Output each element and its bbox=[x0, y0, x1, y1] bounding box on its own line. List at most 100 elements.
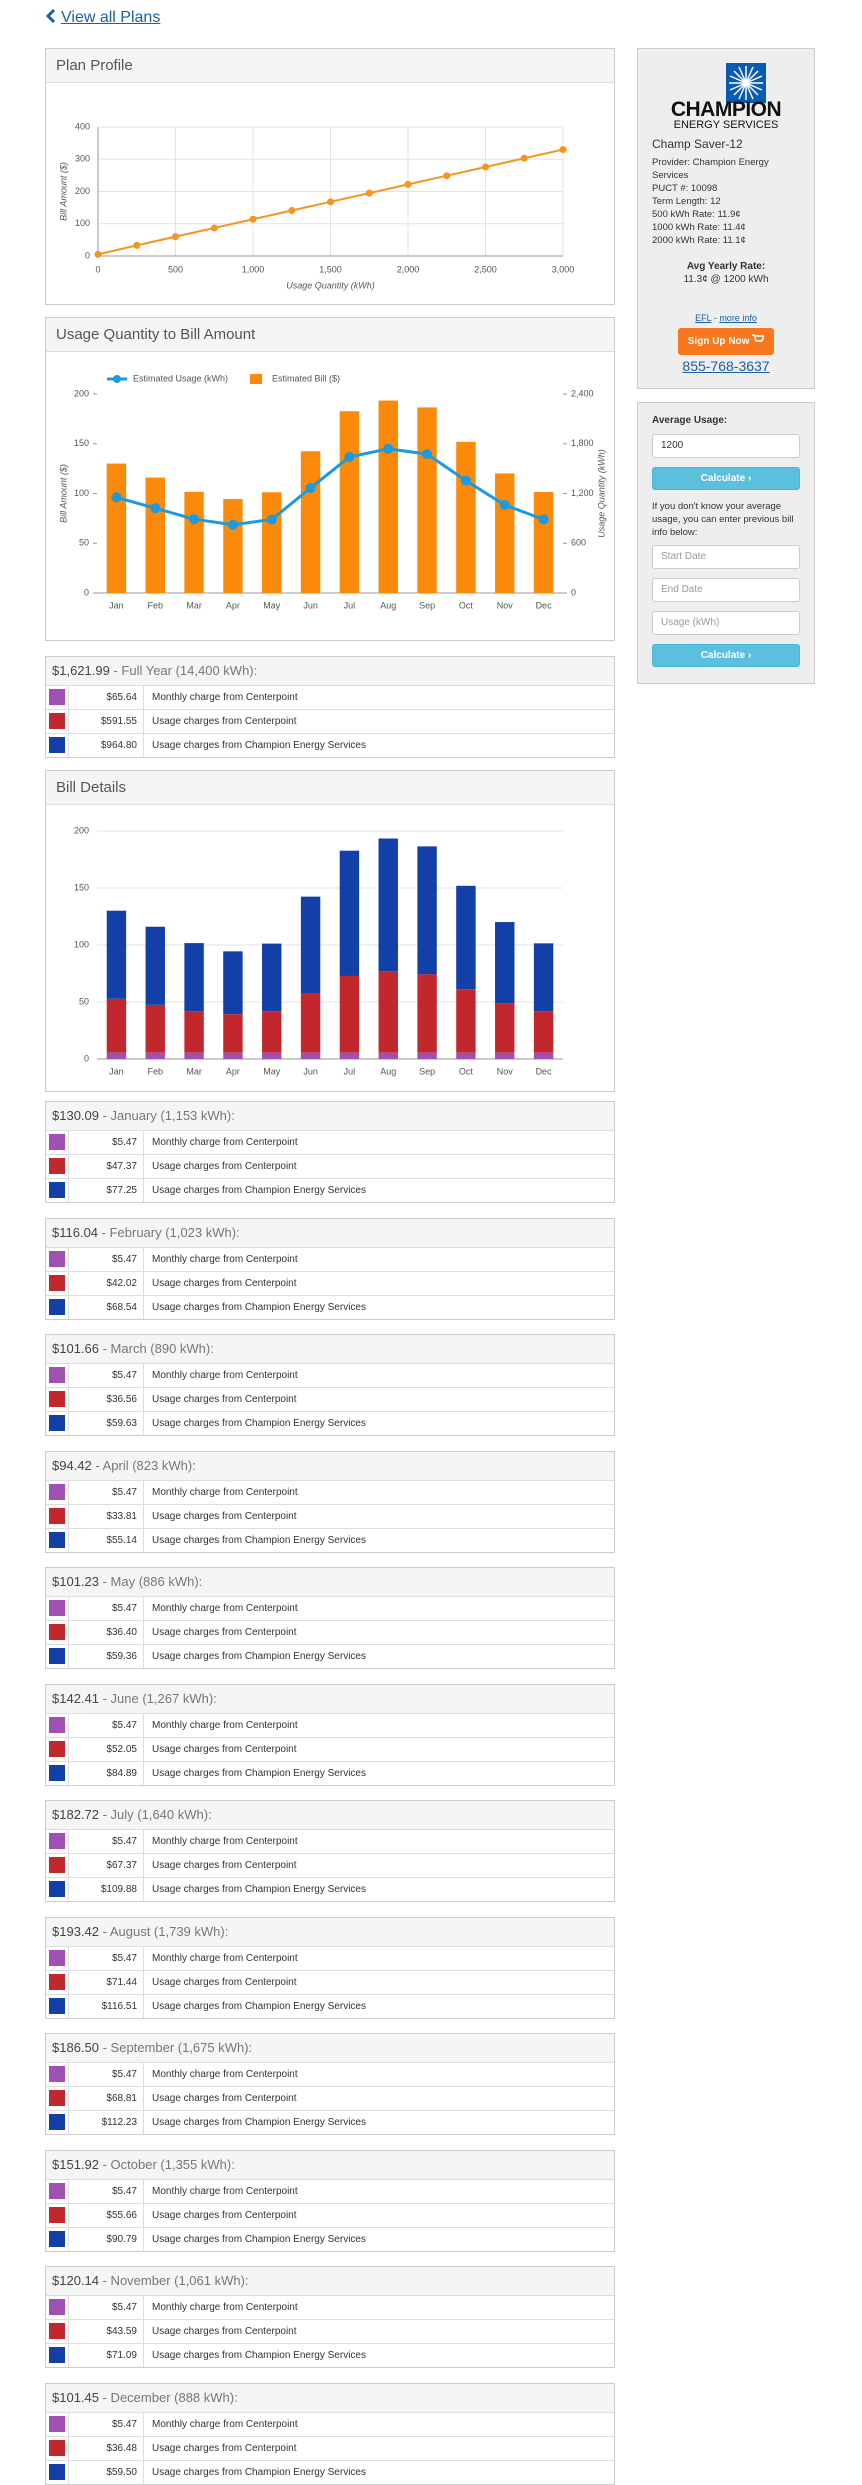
amount: $5.47 bbox=[69, 1247, 144, 1271]
bar-segment bbox=[184, 943, 204, 1012]
amount: $116.51 bbox=[69, 1994, 144, 2018]
plan-profile-panel: Plan Profile 0 100 200 300 400 0 500 1,000 1,500… bbox=[45, 48, 615, 305]
swatch-cell bbox=[46, 1597, 69, 1620]
swatch bbox=[49, 1740, 65, 1757]
amount: $5.47 bbox=[69, 1131, 144, 1154]
description: Monthly charge from Centerpoint bbox=[152, 1137, 298, 1148]
point bbox=[327, 198, 334, 206]
amount: $5.47 bbox=[69, 2179, 144, 2203]
swatch-cell bbox=[46, 686, 69, 709]
bar-segment bbox=[533, 1052, 554, 1059]
efl-link[interactable]: EFL bbox=[695, 313, 712, 323]
bill-table: $1,621.99 - Full Year (14,400 kWh): $65.6… bbox=[45, 656, 615, 758]
bar-segment bbox=[533, 1011, 554, 1053]
bill-row: $5.47 Monthly charge from Centerpoint bbox=[46, 2178, 614, 2203]
swatch-cell bbox=[46, 710, 69, 733]
plan-detail: 2000 kWh Rate: 11.1¢ bbox=[652, 235, 746, 246]
bill-table: $186.50 - September (1,675 kWh): $5.47 Mon… bbox=[45, 2033, 615, 2135]
chevron-icon bbox=[45, 8, 56, 24]
bill-total: $1,621.99 bbox=[52, 663, 110, 678]
bill-row: $964.80 Usage charges from Champion Energ… bbox=[46, 733, 614, 757]
bill-label: - June (1,267 kWh): bbox=[99, 1690, 217, 1706]
bill-header: $94.42 - April (823 kWh): bbox=[46, 1451, 614, 1480]
calculate-button[interactable]: Calculate › bbox=[652, 644, 800, 667]
bill-label: - November (1,061 kWh): bbox=[99, 2273, 249, 2288]
description: Usage charges from Centerpoint bbox=[152, 2093, 297, 2104]
bill-label: - October (1,355 kWh): bbox=[99, 2156, 235, 2172]
bar-segment bbox=[184, 1052, 204, 1059]
bill-total: $193.42 bbox=[52, 1923, 99, 1939]
usage-panel: Usage Quantity to Bill Amount 0 50 100 150 2… bbox=[45, 317, 615, 641]
x-tick-label: Jan bbox=[109, 600, 124, 610]
amount: $5.47 bbox=[69, 2063, 144, 2086]
swatch bbox=[49, 1997, 65, 2014]
y-tick-label: 100 bbox=[74, 488, 89, 498]
usage-kwh-input[interactable]: Usage (kWh) bbox=[652, 611, 800, 635]
amount: $5.47 bbox=[69, 2412, 144, 2436]
chart: 0 100 200 300 400 0 500 1,000 1,500 2,000 2,500 3,0… bbox=[58, 121, 574, 290]
description: Usage charges from Centerpoint bbox=[152, 716, 297, 727]
amount: $36.48 bbox=[69, 2436, 144, 2460]
bill-total: $186.50 bbox=[52, 2040, 99, 2055]
swatch bbox=[49, 1298, 65, 1315]
usage-input[interactable]: 1200 bbox=[652, 434, 800, 458]
bill-label: - December (888 kWh): bbox=[99, 2389, 238, 2405]
cart-icon bbox=[752, 334, 766, 342]
x-tick-label: Sep bbox=[419, 1066, 435, 1076]
description: Usage charges from Champion Energy Servi… bbox=[152, 1767, 366, 1779]
bill-label: - January (1,153 kWh): bbox=[99, 1108, 235, 1123]
bar bbox=[145, 477, 165, 593]
bill-header: $1,621.99 - Full Year (14,400 kWh): bbox=[46, 657, 614, 685]
swatch-cell bbox=[46, 1179, 69, 1202]
bill-table: $130.09 - January (1,153 kWh): $5.47 Month… bbox=[45, 1101, 615, 1203]
phone-link[interactable]: 855-768-3637 bbox=[682, 358, 770, 374]
description: Usage charges from Champion Energy Servi… bbox=[152, 2350, 366, 2361]
bill-label: - Full Year (14,400 kWh): bbox=[109, 663, 258, 678]
amount: $964.80 bbox=[69, 734, 144, 757]
description: Monthly charge from Centerpoint bbox=[152, 1370, 298, 1381]
logo-name: CHAMPION bbox=[670, 98, 782, 121]
bill-row: $67.37 Usage charges from Centerpoint bbox=[46, 1853, 614, 1877]
swatch-cell bbox=[46, 1480, 69, 1504]
more-info-link[interactable]: more info bbox=[719, 313, 757, 323]
point bbox=[133, 241, 141, 249]
description: Usage charges from Champion Energy Servi… bbox=[152, 1884, 366, 1895]
point bbox=[344, 452, 355, 463]
point bbox=[559, 146, 567, 154]
bar-segment bbox=[339, 850, 360, 976]
bill-label: - July (1,640 kWh): bbox=[99, 1807, 212, 1822]
swatch-cell bbox=[46, 1388, 69, 1411]
bill-table: $101.23 - May (886 kWh): $5.47 Monthly cha… bbox=[45, 1567, 615, 1669]
bill-row: $5.47 Monthly charge from Centerpoint bbox=[46, 1596, 614, 1620]
description: Usage charges from Champion Energy Servi… bbox=[152, 2466, 366, 2478]
amount: $67.37 bbox=[69, 1854, 144, 1877]
calculate-button[interactable]: Calculate › bbox=[652, 467, 800, 490]
amount: $71.44 bbox=[69, 1970, 144, 1994]
bill-header: $151.92 - October (1,355 kWh): bbox=[46, 2150, 614, 2179]
chart: 0 50 100 150 200 Jan Feb Mar Apr May Jun Jul Aug Sep O… bbox=[74, 825, 563, 1076]
swatch bbox=[49, 737, 65, 753]
signup-button[interactable]: Sign Up Now bbox=[678, 328, 774, 355]
back-link[interactable]: View all Plans bbox=[45, 8, 160, 27]
bar-segment bbox=[339, 1052, 360, 1059]
start-date-input[interactable]: Start Date bbox=[652, 545, 800, 569]
bar-segment bbox=[145, 926, 165, 1005]
swatch-cell bbox=[46, 1830, 69, 1853]
bill-table: $120.14 - November (1,061 kWh): $5.47 Mont… bbox=[45, 2266, 615, 2368]
legend-swatch bbox=[250, 374, 263, 384]
bill-label: - April (823 kWh): bbox=[91, 1457, 196, 1473]
swatch bbox=[49, 2415, 65, 2432]
bar bbox=[339, 411, 360, 593]
point bbox=[305, 482, 316, 493]
bar-segment bbox=[417, 1052, 437, 1059]
swatch-cell bbox=[46, 2460, 69, 2484]
plan-detail: 500 kWh Rate: 11.9¢ bbox=[652, 209, 741, 220]
amount: $71.09 bbox=[69, 2344, 144, 2367]
swatch-cell bbox=[46, 1295, 69, 1319]
description: Usage charges from Centerpoint bbox=[152, 1627, 297, 1638]
bill-row: $36.40 Usage charges from Centerpoint bbox=[46, 1620, 614, 1644]
bill-header: $101.45 - December (888 kWh): bbox=[46, 2383, 614, 2412]
bill-total: $94.42 bbox=[52, 1457, 92, 1473]
end-date-input[interactable]: End Date bbox=[652, 578, 800, 602]
